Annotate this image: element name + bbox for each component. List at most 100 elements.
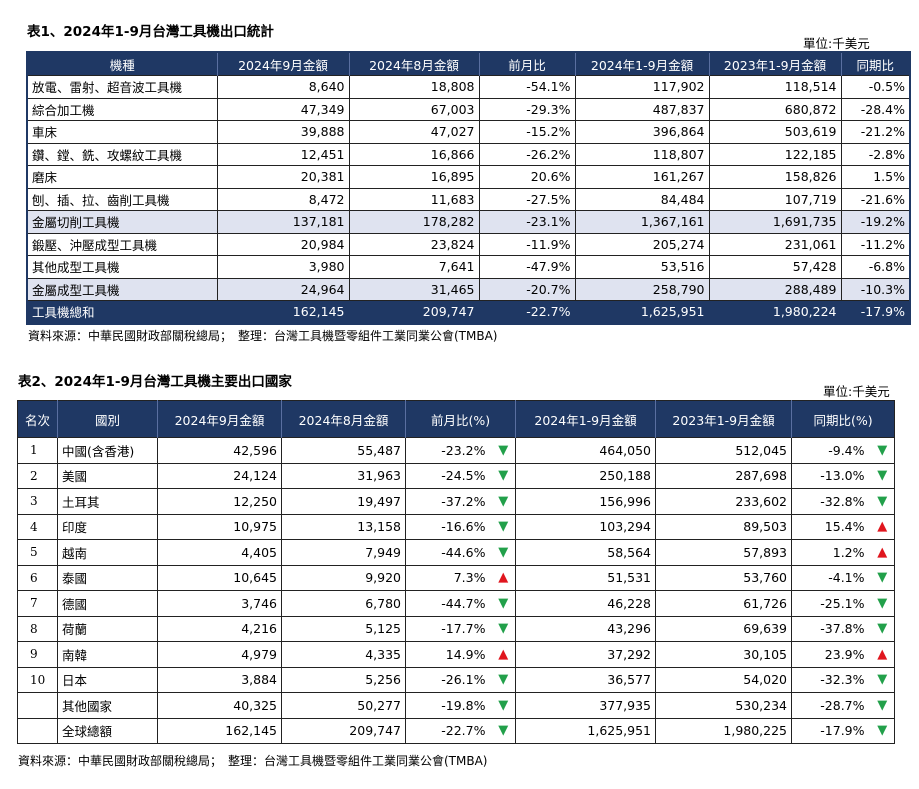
yoy-trend-cell: ▼: [870, 437, 896, 464]
yoy-trend-cell: ▼: [870, 462, 896, 489]
down-arrow-icon: ▼: [877, 493, 888, 509]
mom-trend-cell: ▼: [491, 539, 517, 566]
down-arrow-icon: ▼: [498, 595, 509, 611]
table-row: 1 中國(含香港) 42,596 55,487 -23.2% ▼ 464,050 512,04…: [17, 437, 896, 464]
mom-change-cell: -19.8%: [405, 692, 492, 719]
sep-2024-cell: 10,975: [157, 513, 282, 540]
down-arrow-icon: ▼: [877, 468, 888, 484]
up-arrow-icon: ▲: [877, 544, 888, 560]
mom-change-cell: -44.7%: [405, 590, 492, 617]
aug-2024-cell: 50,277: [281, 692, 406, 719]
country-cell: 泰國: [57, 564, 158, 591]
col-header-mom: 前月比: [478, 52, 575, 76]
col-header-ytd-2024: 2024年1-9月金額: [515, 400, 656, 438]
aug-2024-cell: 31,963: [281, 462, 406, 489]
aug-2024-cell: 31,465: [348, 277, 480, 301]
col-header-ytd-2023: 2023年1-9月金額: [708, 52, 841, 76]
sep-2024-cell: 42,596: [157, 437, 282, 464]
down-arrow-icon: ▼: [498, 672, 509, 688]
aug-2024-cell: 13,158: [281, 513, 406, 540]
mom-change-cell: -37.2%: [405, 488, 492, 515]
aug-2024-cell: 209,747: [348, 300, 480, 324]
aug-2024-cell: 18,808: [348, 75, 480, 99]
mom-trend-cell: ▼: [491, 615, 517, 642]
mom-trend-cell: ▼: [491, 488, 517, 515]
machine-type-cell: 其他成型工具機: [26, 255, 218, 279]
down-arrow-icon: ▼: [498, 442, 509, 458]
ytd-2024-cell: 117,902: [574, 75, 710, 99]
yoy-trend-cell: ▼: [870, 717, 896, 744]
sep-2024-cell: 39,888: [216, 120, 350, 144]
down-arrow-icon: ▼: [877, 621, 888, 637]
ytd-2023-cell: 122,185: [708, 142, 842, 166]
up-arrow-icon: ▲: [877, 646, 888, 662]
table-row: 9 南韓 4,979 4,335 14.9% ▲ 37,292 30,105 23.9% ▲: [17, 641, 896, 668]
sep-2024-cell: 24,964: [216, 277, 350, 301]
mom-change-cell: -17.7%: [405, 615, 492, 642]
ytd-2023-cell: 1,691,735: [708, 210, 842, 234]
rank-cell: 5: [17, 539, 58, 566]
table-row: 刨、插、拉、齒削工具機 8,472 11,683 -27.5% 84,484 107,71…: [26, 187, 911, 211]
mom-change-cell: -24.5%: [405, 462, 492, 489]
down-arrow-icon: ▼: [498, 621, 509, 637]
yoy-change-cell: 1.2%: [791, 539, 871, 566]
yoy-change-cell: -6.8%: [840, 255, 911, 279]
yoy-change-cell: -0.5%: [840, 75, 911, 99]
aug-2024-cell: 47,027: [348, 120, 480, 144]
subtotal-row: 金屬切削工具機 137,181 178,282 -23.1% 1,367,161 1,69…: [26, 210, 911, 234]
down-arrow-icon: ▼: [877, 723, 888, 739]
rank-cell: [17, 717, 58, 744]
down-arrow-icon: ▼: [877, 442, 888, 458]
yoy-change-cell: -28.7%: [791, 692, 871, 719]
aug-2024-cell: 209,747: [281, 717, 406, 744]
sep-2024-cell: 162,145: [157, 717, 282, 744]
mom-change-cell: -11.9%: [478, 232, 576, 256]
mom-trend-cell: ▼: [491, 437, 517, 464]
yoy-trend-cell: ▲: [870, 641, 896, 668]
ytd-2024-cell: 36,577: [515, 666, 657, 693]
yoy-change-cell: -28.4%: [840, 97, 911, 121]
sep-2024-cell: 12,451: [216, 142, 350, 166]
yoy-trend-cell: ▲: [870, 513, 896, 540]
table-row: 綜合加工機 47,349 67,003 -29.3% 487,837 680,872 -28…: [26, 97, 911, 121]
ytd-2024-cell: 1,367,161: [574, 210, 710, 234]
table-row: 其他國家 40,325 50,277 -19.8% ▼ 377,935 530,234 -28…: [17, 692, 896, 719]
mom-change-cell: -15.2%: [478, 120, 576, 144]
ytd-2023-cell: 61,726: [655, 590, 793, 617]
country-cell: 中國(含香港): [57, 437, 158, 464]
total-row: 工具機總和 162,145 209,747 -22.7% 1,625,951 1,980,…: [26, 300, 911, 324]
ytd-2024-cell: 396,864: [574, 120, 710, 144]
sep-2024-cell: 10,645: [157, 564, 282, 591]
rank-cell: 1: [17, 437, 58, 464]
table2-title: 表2、2024年1-9月台灣工具機主要出口國家: [18, 374, 292, 390]
country-cell: 南韓: [57, 641, 158, 668]
ytd-2023-cell: 57,428: [708, 255, 842, 279]
ytd-2024-cell: 53,516: [574, 255, 710, 279]
ytd-2024-cell: 51,531: [515, 564, 657, 591]
mom-trend-cell: ▼: [491, 666, 517, 693]
mom-trend-cell: ▲: [491, 564, 517, 591]
mom-trend-cell: ▼: [491, 513, 517, 540]
country-cell: 荷蘭: [57, 615, 158, 642]
down-arrow-icon: ▼: [877, 697, 888, 713]
machine-type-cell: 金屬切削工具機: [26, 210, 218, 234]
rank-cell: 2: [17, 462, 58, 489]
ytd-2023-cell: 503,619: [708, 120, 842, 144]
table-row: 其他成型工具機 3,980 7,641 -47.9% 53,516 57,428 -6.8%: [26, 255, 911, 279]
yoy-change-cell: -10.3%: [840, 277, 911, 301]
aug-2024-cell: 6,780: [281, 590, 406, 617]
sep-2024-cell: 3,980: [216, 255, 350, 279]
sep-2024-cell: 162,145: [216, 300, 350, 324]
country-cell: 日本: [57, 666, 158, 693]
ytd-2024-cell: 118,807: [574, 142, 710, 166]
ytd-2023-cell: 530,234: [655, 692, 793, 719]
sep-2024-cell: 137,181: [216, 210, 350, 234]
aug-2024-cell: 19,497: [281, 488, 406, 515]
ytd-2024-cell: 377,935: [515, 692, 657, 719]
mom-change-cell: -44.6%: [405, 539, 492, 566]
table-row: 車床 39,888 47,027 -15.2% 396,864 503,619 -21.2%: [26, 120, 911, 144]
mom-change-cell: -22.7%: [478, 300, 576, 324]
ytd-2023-cell: 53,760: [655, 564, 793, 591]
mom-change-cell: -23.1%: [478, 210, 576, 234]
ytd-2023-cell: 1,980,224: [708, 300, 842, 324]
